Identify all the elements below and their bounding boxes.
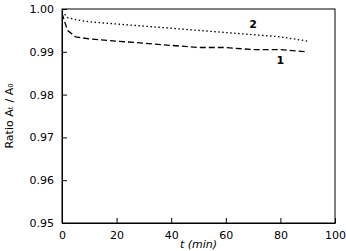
y-axis-title: Ratio Aₜ / A₀ [3, 83, 16, 149]
plot: 0 20 40 60 80 100 0.95 0.96 0.97 0.98 0.99 1.00 1 2 [30, 3, 346, 242]
x-tick: 40 [165, 218, 179, 242]
y-tick: 0.99 [30, 46, 68, 59]
plot-frame [62, 9, 335, 223]
y-tick-mark [62, 95, 67, 96]
y-tick-label: 0.96 [30, 174, 55, 187]
y-tick-label: 0.97 [30, 131, 55, 144]
x-tick: 100 [325, 218, 346, 242]
y-tick: 0.95 [30, 217, 68, 230]
series-line [62, 13, 308, 52]
x-tick-label: 100 [325, 229, 346, 242]
x-tick-label: 20 [110, 229, 124, 242]
y-tick: 0.96 [30, 174, 68, 187]
y-tick-mark [62, 52, 67, 53]
series-label: 2 [249, 18, 257, 31]
y-tick-mark [62, 180, 67, 181]
x-tick-mark [226, 218, 227, 223]
series-label: 1 [277, 54, 285, 67]
y-tick-mark [62, 223, 67, 224]
y-tick-label: 0.99 [30, 46, 55, 59]
y-axis: 0.95 0.96 0.97 0.98 0.99 1.00 [30, 3, 68, 230]
x-tick: 80 [274, 218, 288, 242]
y-tick: 0.97 [30, 131, 68, 144]
y-tick: 0.98 [30, 89, 68, 102]
y-axis-line [62, 10, 63, 224]
x-tick-label: 60 [219, 229, 233, 242]
y-tick-label: 1.00 [30, 3, 55, 16]
x-tick-mark [117, 218, 118, 223]
y-tick-mark [62, 9, 67, 10]
x-tick: 20 [110, 218, 124, 242]
chart: 0 20 40 60 80 100 0.95 0.96 0.97 0.98 0.99 1.00 1 2 t … [0, 0, 346, 251]
y-tick: 1.00 [30, 3, 68, 16]
x-tick-mark [280, 218, 281, 223]
x-axis-title: t (min) [180, 238, 217, 251]
x-axis-line [63, 223, 336, 224]
series-line [62, 11, 308, 41]
x-tick: 60 [219, 218, 233, 242]
y-tick-mark [62, 137, 67, 138]
x-tick-mark [335, 218, 336, 223]
x-tick-label: 80 [274, 229, 288, 242]
y-tick-label: 0.98 [30, 89, 55, 102]
x-tick-label: 0 [59, 229, 66, 242]
y-tick-label: 0.95 [30, 217, 55, 230]
x-tick-label: 40 [165, 229, 179, 242]
x-tick-mark [171, 218, 172, 223]
series-group [62, 11, 308, 52]
